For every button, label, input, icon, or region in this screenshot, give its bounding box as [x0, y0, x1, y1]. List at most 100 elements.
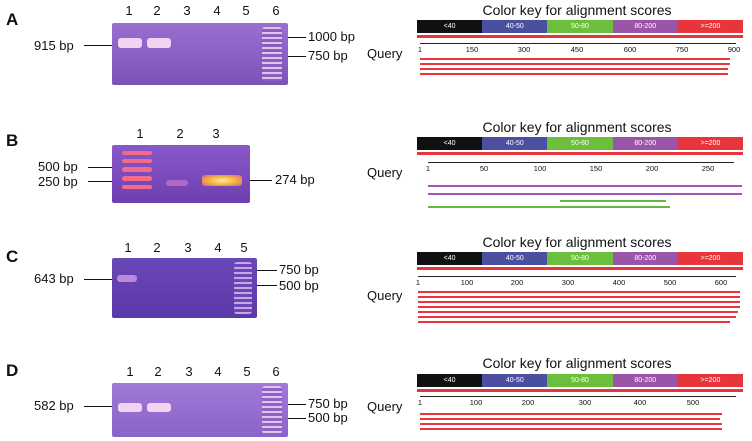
- alignment-hit: [418, 311, 738, 313]
- colorkey-bar: <40 40-50 50-80 80-200 >=200: [417, 20, 744, 33]
- lane-label: 2: [153, 240, 161, 255]
- size-label-right: 500 bp: [308, 410, 348, 425]
- axis-tick-label: 250: [701, 164, 715, 173]
- lane-label: 3: [185, 364, 193, 379]
- colorkey-segment: 40-50: [482, 374, 548, 387]
- label-tick: [288, 37, 306, 38]
- lane-label: 2: [176, 126, 184, 141]
- alignment-hit: [420, 413, 722, 415]
- size-label-right: 500 bp: [279, 278, 319, 293]
- colorkey-segment: 50-80: [547, 137, 613, 150]
- colorkey-segment: >=200: [677, 137, 744, 150]
- label-tick: [288, 56, 306, 57]
- axis-tick-label: 500: [686, 398, 700, 407]
- axis-tick-label: 150: [589, 164, 603, 173]
- size-label-left: 250 bp: [38, 174, 78, 189]
- alignment-hit: [418, 316, 736, 318]
- colorkey-segment: 80-200: [612, 374, 678, 387]
- label-tick: [288, 404, 306, 405]
- ladder: [122, 151, 152, 155]
- axis-tick-label: 300: [561, 278, 575, 287]
- query-label: Query: [367, 288, 403, 303]
- size-label-right: 750 bp: [308, 48, 348, 63]
- gel-band: [118, 403, 142, 412]
- axis-tick-label: 1: [417, 398, 423, 407]
- axis-tick-label: 400: [612, 278, 626, 287]
- lane-label: 3: [184, 240, 192, 255]
- axis-tick-label: 100: [533, 164, 547, 173]
- colorkey-segment: 50-80: [547, 20, 613, 33]
- alignment-hit: [418, 306, 740, 308]
- colorkey-segment: >=200: [677, 252, 744, 265]
- axis-tick-label: 200: [510, 278, 524, 287]
- ladder: [122, 185, 152, 189]
- alignment-hit: [418, 296, 740, 298]
- axis-tick-label: 450: [570, 45, 584, 54]
- label-tick: [84, 279, 112, 280]
- axis-tick-label: 600: [714, 278, 728, 287]
- gel-band: [166, 180, 188, 186]
- alignment-hit: [420, 428, 722, 430]
- colorkey-segment: 40-50: [482, 20, 548, 33]
- query-axis: [420, 43, 736, 44]
- alignment-hit: [420, 418, 720, 420]
- label-tick: [88, 181, 112, 182]
- lane-label: 3: [212, 126, 220, 141]
- lane-label: 4: [214, 364, 222, 379]
- query-label: Query: [367, 46, 403, 61]
- query-axis: [420, 396, 736, 397]
- lane-label: 5: [240, 240, 248, 255]
- panel-letter: C: [6, 247, 19, 266]
- axis-tick-label: 100: [469, 398, 483, 407]
- colorkey-bar: <40 40-50 50-80 80-200 >=200: [417, 137, 744, 150]
- panel-letter: B: [6, 131, 19, 150]
- gel-band: [202, 175, 242, 186]
- gel-image: [112, 23, 288, 85]
- size-label-left: 643 bp: [34, 271, 74, 286]
- size-label-right: 750 bp: [308, 396, 348, 411]
- lane-label: 6: [272, 364, 280, 379]
- lane-label: 1: [126, 364, 134, 379]
- colorkey-bar: <40 40-50 50-80 80-200 >=200: [417, 374, 744, 387]
- query-axis: [428, 162, 734, 163]
- ladder: [234, 262, 252, 314]
- axis-tick-label: 1: [425, 164, 431, 173]
- colorkey-title: Color key for alignment scores: [482, 2, 672, 18]
- lane-label: 1: [125, 3, 133, 18]
- label-tick: [84, 406, 112, 407]
- size-label-right: 750 bp: [279, 262, 319, 277]
- colorkey-segment: <40: [417, 20, 483, 33]
- ladder: [122, 167, 152, 172]
- alignment-hit: [420, 73, 728, 75]
- size-label-right: 274 bp: [275, 172, 315, 187]
- axis-tick-label: 400: [633, 398, 647, 407]
- ladder: [122, 176, 152, 181]
- colorkey-segment: 80-200: [612, 20, 678, 33]
- panel-letter: D: [6, 361, 19, 380]
- gel-image: [112, 383, 288, 437]
- query-bar: [417, 267, 743, 270]
- size-label-left: 582 bp: [34, 398, 74, 413]
- query-bar: [417, 35, 743, 38]
- label-tick: [288, 418, 306, 419]
- alignment-hit: [560, 200, 666, 202]
- alignment-hit: [428, 206, 670, 208]
- query-bar: [417, 152, 743, 155]
- axis-tick-label: 750: [675, 45, 689, 54]
- ladder: [122, 159, 152, 163]
- colorkey-segment: >=200: [677, 374, 744, 387]
- colorkey-segment: 50-80: [547, 252, 613, 265]
- query-axis: [418, 276, 736, 277]
- alignment-hit: [418, 321, 730, 323]
- axis-tick-label: 50: [479, 164, 489, 173]
- query-bar: [417, 389, 743, 392]
- label-tick: [88, 167, 112, 168]
- axis-tick-label: 200: [645, 164, 659, 173]
- axis-tick-label: 600: [623, 45, 637, 54]
- axis-tick-label: 1: [415, 278, 421, 287]
- lane-label: 5: [242, 3, 250, 18]
- lane-label: 1: [124, 240, 132, 255]
- size-label-right: 1000 bp: [308, 29, 355, 44]
- label-tick: [257, 285, 277, 286]
- axis-tick-label: 900: [727, 45, 741, 54]
